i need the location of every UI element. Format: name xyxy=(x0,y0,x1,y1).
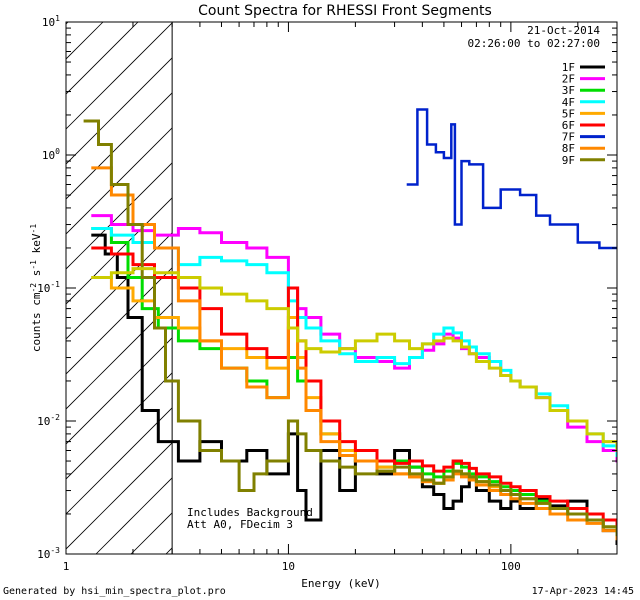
generated-by-text: Generated by hsi_min_spectra_plot.pro xyxy=(3,586,226,597)
hatch-line xyxy=(66,22,173,130)
plot-frame xyxy=(65,21,618,555)
y-axis: 10-3 10-2 10-1 100 101 xyxy=(37,14,617,561)
hatch-line xyxy=(66,197,173,305)
legend-label: 2F xyxy=(562,73,575,86)
x-axis-label: Energy (keV) xyxy=(301,577,380,590)
hatch-line xyxy=(66,57,173,165)
footer-timestamp: 17-Apr-2023 14:45 xyxy=(531,586,634,597)
annotation-attenuator: Att A0, FDecim 3 xyxy=(187,518,293,531)
legend-label: 5F xyxy=(562,107,575,120)
legend-label: 3F xyxy=(562,84,575,97)
annotation-background: Includes Background xyxy=(187,506,313,519)
hatch-line xyxy=(621,22,640,554)
legend-label: 1F xyxy=(562,61,575,74)
series-6f xyxy=(91,246,617,529)
y-axis-label: counts cm-2 s-1 keV-1 xyxy=(29,224,43,352)
x-axis: 1 10 100 xyxy=(63,22,618,573)
y-tick-label: 100 xyxy=(42,147,60,162)
y-tick-label: 10-3 xyxy=(37,546,60,561)
hatch-line xyxy=(66,407,173,515)
legend-label: 6F xyxy=(562,119,575,132)
hatch-line xyxy=(516,22,640,554)
series-8f xyxy=(91,166,617,541)
y-tick-label: 10-1 xyxy=(37,280,60,295)
x-tick-label: 10 xyxy=(282,560,295,573)
series-1f xyxy=(91,233,617,545)
legend-label: 4F xyxy=(562,96,575,109)
y-tick-label: 101 xyxy=(42,14,60,29)
x-tick-label: 1 xyxy=(63,560,70,573)
series-2f xyxy=(91,214,617,463)
y-tick-label: 10-2 xyxy=(37,413,60,428)
hatch-line xyxy=(66,92,173,200)
legend-label: 9F xyxy=(562,154,575,167)
x-tick-label: 100 xyxy=(501,560,521,573)
data-lines xyxy=(83,108,617,545)
legend-label: 8F xyxy=(562,142,575,155)
date-label: 21-Oct-2014 xyxy=(527,24,600,37)
series-9 xyxy=(91,267,617,452)
series-9f xyxy=(83,119,617,537)
time-range-label: 02:26:00 to 02:27:00 xyxy=(468,37,600,50)
series-7f xyxy=(406,108,617,250)
hatch-line xyxy=(66,267,173,375)
legend-label: 7F xyxy=(562,131,575,144)
hatch-line xyxy=(66,372,173,480)
hatch-line xyxy=(66,442,173,550)
chart-title: Count Spectra for RHESSI Front Segments xyxy=(198,3,492,19)
